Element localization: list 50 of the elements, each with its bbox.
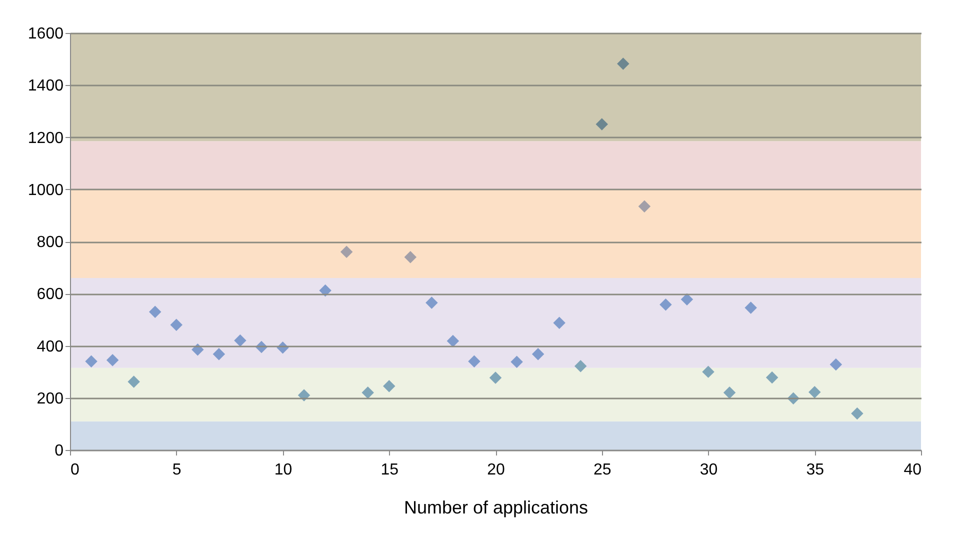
x-tick-label: 15 [380, 462, 399, 478]
y-tick-label: 1000 [28, 182, 64, 199]
point [148, 306, 162, 318]
y-tick-label: 0 [54, 442, 64, 460]
x-tick-label: 35 [806, 462, 824, 478]
point [574, 360, 587, 372]
x-tick-label: 0 [70, 462, 80, 478]
point [340, 246, 353, 258]
point [468, 355, 480, 368]
point [830, 358, 842, 371]
point [170, 318, 182, 332]
point [723, 386, 736, 399]
y-tick-label: 800 [36, 234, 64, 251]
x-tick-label: 25 [593, 462, 612, 478]
point [766, 371, 778, 384]
point [128, 376, 140, 388]
point [212, 348, 226, 360]
point [85, 355, 98, 368]
point [680, 293, 694, 306]
point [510, 356, 523, 368]
point [617, 58, 630, 70]
y-tick-label: 1400 [28, 78, 64, 95]
y-tick-label: 600 [36, 286, 64, 304]
x-tick-label: 5 [172, 462, 182, 478]
point [532, 348, 544, 360]
point [362, 386, 374, 399]
point [426, 296, 438, 309]
x-tick-label: 20 [487, 462, 505, 478]
point [553, 316, 566, 329]
point [106, 354, 119, 366]
point [383, 380, 396, 392]
point [489, 372, 502, 384]
x-tick-label: 10 [274, 462, 292, 478]
point [446, 334, 460, 348]
point [638, 200, 651, 212]
point [660, 298, 672, 311]
point [404, 251, 417, 264]
x-axis-title: Number of applications [404, 498, 588, 518]
y-tick-label: 1600 [28, 26, 64, 42]
point [702, 366, 714, 378]
x-tick-label: 40 [904, 462, 922, 478]
y-tick-label: 1200 [28, 130, 64, 147]
x-tick-label: 30 [700, 462, 718, 478]
point [596, 118, 608, 130]
y-tick-label: 200 [36, 390, 64, 408]
point [234, 334, 246, 347]
point [851, 407, 864, 420]
point [808, 386, 821, 398]
point [744, 302, 757, 314]
y-tick-label: 400 [36, 338, 64, 356]
